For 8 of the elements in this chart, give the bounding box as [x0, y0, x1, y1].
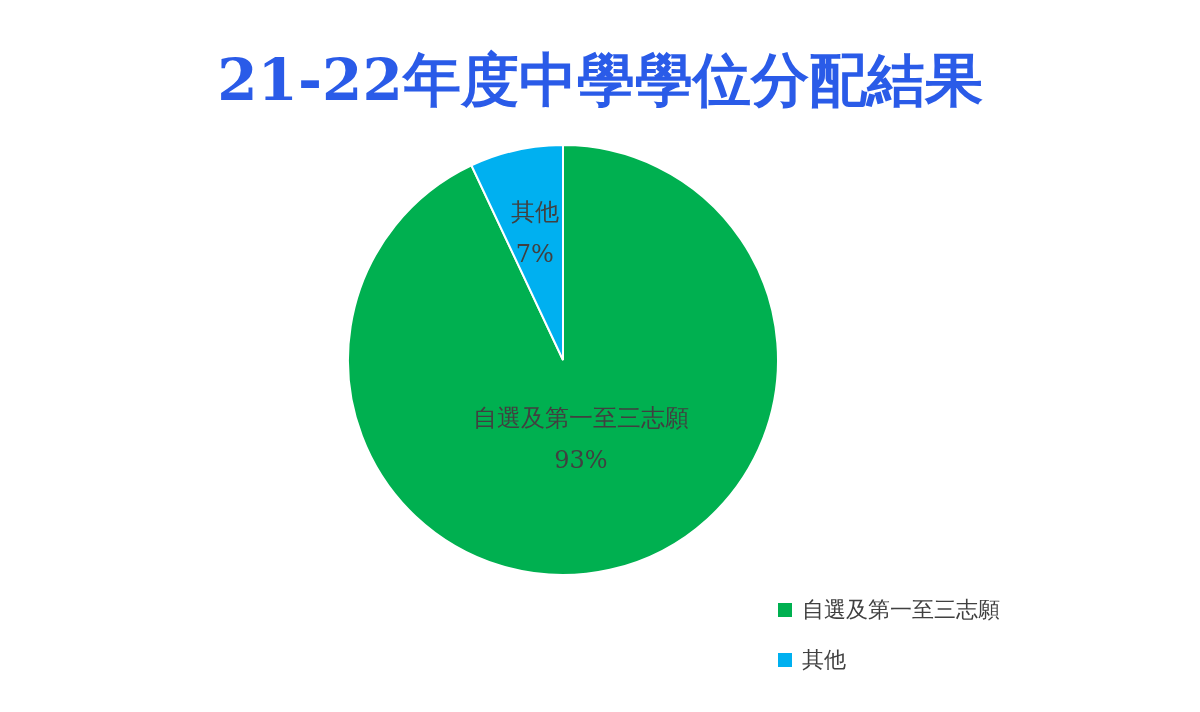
chart-title: 21-22年度中學學位分配結果 [217, 46, 983, 114]
data-label: 93% [554, 445, 608, 474]
pie-slice [347, 144, 779, 576]
slice-label: 自選及第一至三志願 [472, 403, 689, 432]
slice-label: 其他 [510, 198, 559, 227]
legend-label: 其他 [802, 647, 846, 672]
data-label: 7% [515, 240, 554, 269]
legend-label: 自選及第一至三志願 [802, 597, 1000, 622]
